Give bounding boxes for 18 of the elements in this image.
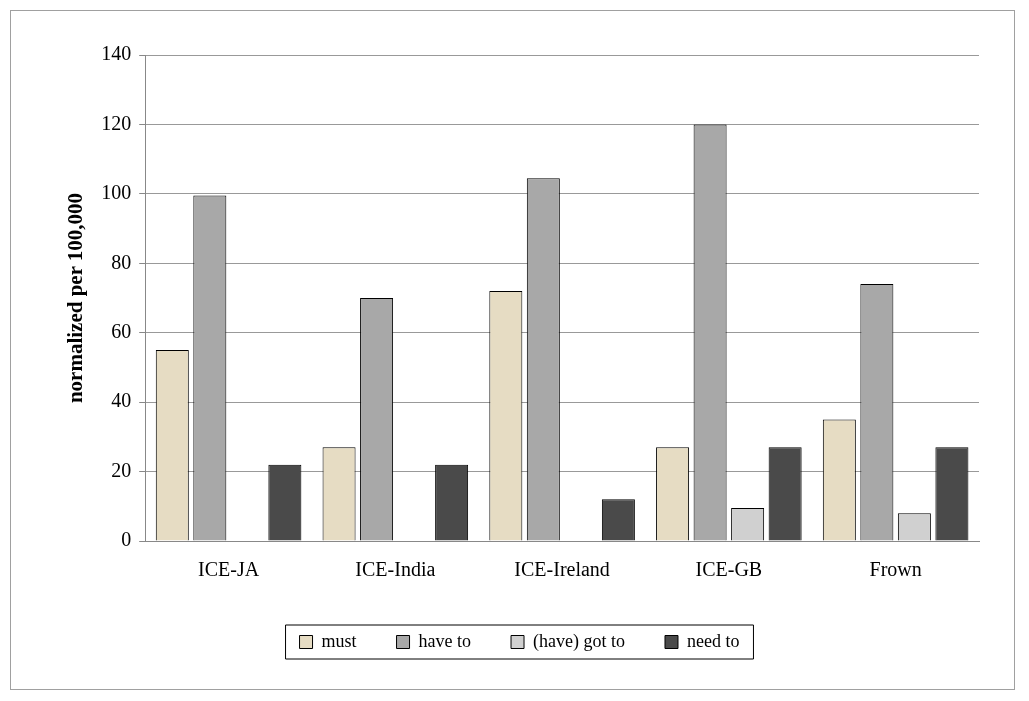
x-tick-label: Frown (869, 558, 922, 581)
x-tick-label: ICE-Ireland (514, 558, 610, 581)
legend-label: must (321, 630, 357, 651)
x-tick-label: ICE-India (355, 558, 436, 581)
legend-label: need to (686, 630, 740, 651)
y-tick-label: 140 (101, 42, 132, 65)
y-tick-label: 20 (111, 458, 132, 481)
y-tick-label: 120 (101, 111, 132, 134)
y-tick-label: 40 (111, 389, 132, 412)
legend-label: (have) got to (533, 630, 625, 652)
y-tick-label: 80 (111, 250, 132, 273)
x-tick-label: ICE-JA (198, 558, 260, 581)
y-tick-label: 60 (111, 319, 132, 342)
y-tick-label: 100 (101, 181, 132, 204)
legend-label: have to (418, 630, 472, 651)
x-tick-label: ICE-GB (695, 558, 763, 581)
y-axis-title: normalized per 100,000 (63, 192, 88, 404)
y-tick-label: 0 (121, 528, 132, 551)
